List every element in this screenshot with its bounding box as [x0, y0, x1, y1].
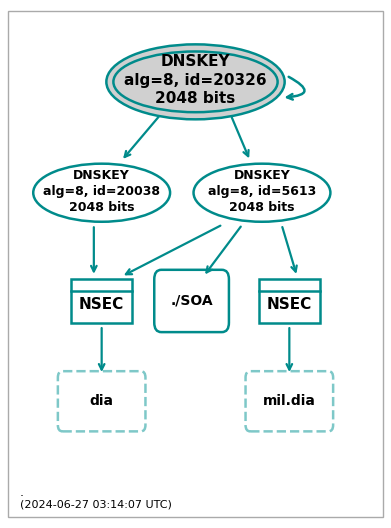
- FancyBboxPatch shape: [72, 279, 132, 323]
- Ellipse shape: [106, 44, 285, 119]
- Text: DNSKEY
alg=8, id=5613
2048 bits: DNSKEY alg=8, id=5613 2048 bits: [208, 168, 316, 214]
- FancyBboxPatch shape: [246, 371, 333, 431]
- Text: NSEC: NSEC: [267, 297, 312, 312]
- Text: dia: dia: [90, 394, 114, 408]
- Text: mil.dia: mil.dia: [263, 394, 316, 408]
- Text: DNSKEY
alg=8, id=20038
2048 bits: DNSKEY alg=8, id=20038 2048 bits: [43, 168, 160, 214]
- FancyBboxPatch shape: [259, 279, 320, 323]
- Ellipse shape: [194, 164, 330, 222]
- Text: NSEC: NSEC: [79, 297, 124, 312]
- FancyBboxPatch shape: [154, 270, 229, 332]
- Ellipse shape: [113, 52, 278, 112]
- FancyArrowPatch shape: [287, 77, 305, 100]
- Text: ./SOA: ./SOA: [170, 294, 213, 308]
- Text: .: .: [20, 486, 23, 498]
- Ellipse shape: [33, 164, 170, 222]
- Text: DNSKEY
alg=8, id=20326
2048 bits: DNSKEY alg=8, id=20326 2048 bits: [124, 54, 267, 106]
- Text: (2024-06-27 03:14:07 UTC): (2024-06-27 03:14:07 UTC): [20, 499, 171, 509]
- FancyBboxPatch shape: [58, 371, 145, 431]
